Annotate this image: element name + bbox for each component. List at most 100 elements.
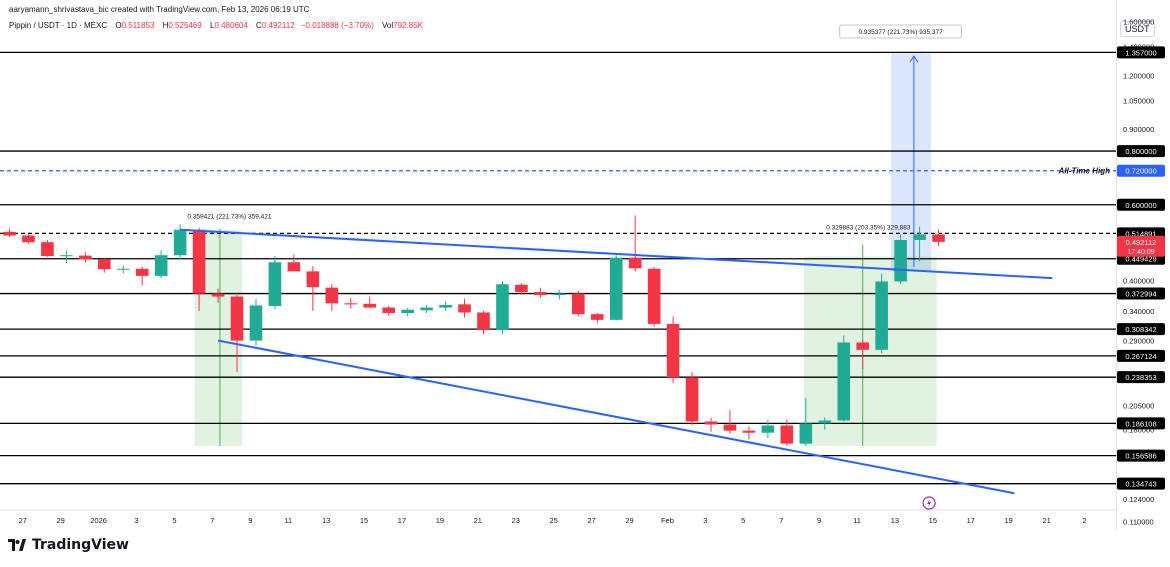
price-axis-divider <box>1116 0 1117 530</box>
ath-price-tag <box>1117 164 1165 177</box>
currency-unit-button[interactable]: USDT <box>1120 21 1155 37</box>
bar-countdown: 17:40:09 <box>1127 249 1154 256</box>
ath-price-label: 0.720000 <box>1125 167 1156 176</box>
candle-body <box>818 420 832 424</box>
symbol-label[interactable]: Pippin / USDT · 1D · MEXC <box>9 21 108 30</box>
lightning-icon <box>927 499 932 507</box>
candle-body <box>647 268 661 324</box>
candle-body <box>856 342 869 350</box>
candle-body <box>685 377 699 422</box>
x-tick-label: 13 <box>891 516 899 525</box>
y-tick-label: 0.110000 <box>1123 518 1154 527</box>
x-tick-label: 9 <box>817 516 821 525</box>
candle-body <box>666 323 680 378</box>
candle-body <box>932 234 945 242</box>
y-tick-label: 0.180000 <box>1123 426 1154 435</box>
current-price-label: 0.492112 <box>1126 238 1157 247</box>
high-value: 0.525469 <box>168 21 202 30</box>
ath-label: All-Time High <box>1058 167 1111 176</box>
x-tick-label: 7 <box>210 516 214 525</box>
tradingview-logo-icon <box>8 539 26 551</box>
x-tick-label: 23 <box>512 516 520 525</box>
y-tick-label: 0.340000 <box>1123 307 1154 316</box>
x-tick-label: 29 <box>625 516 633 525</box>
x-tick-label: 3 <box>703 516 707 525</box>
candle-body <box>154 255 168 276</box>
x-tick-label: 15 <box>929 516 937 525</box>
x-tick-label: 3 <box>134 516 138 525</box>
candle-body <box>401 309 414 314</box>
y-tick-label: 1.600000 <box>1123 18 1154 27</box>
y-tick-label: 0.900000 <box>1123 125 1154 134</box>
x-tick-label: 29 <box>57 516 65 525</box>
candle-body <box>458 304 471 313</box>
x-tick-label: 2 <box>1082 516 1086 525</box>
level-price-label: 0.600000 <box>1125 201 1156 210</box>
candle-body <box>496 284 509 330</box>
trendline <box>217 339 1015 495</box>
low-label: L <box>209 21 215 30</box>
x-tick-label: 21 <box>1042 516 1050 525</box>
level-price-label: 1.357000 <box>1125 48 1156 57</box>
tradingview-brand[interactable]: TradingView <box>8 537 129 553</box>
candle-body <box>572 293 585 315</box>
target-arrow-head-icon <box>909 55 919 63</box>
y-tick-label: 0.290000 <box>1123 337 1154 346</box>
level-price-tag <box>1117 477 1165 490</box>
candle-body <box>325 287 339 304</box>
level-price-tag <box>1117 371 1165 384</box>
candle-body <box>628 257 642 269</box>
volume-value: 792.85K <box>393 21 423 30</box>
y-tick-label: 1.050000 <box>1123 96 1154 105</box>
candle-body <box>344 303 358 305</box>
x-tick-label: 5 <box>172 516 176 525</box>
candle-body <box>704 421 718 425</box>
x-tick-label: 27 <box>587 516 595 525</box>
x-tick-label: 17 <box>967 516 975 525</box>
level-price-label: 0.238353 <box>1125 373 1156 382</box>
candle-body <box>98 259 111 270</box>
candle-body <box>590 314 604 320</box>
level-price-label: 0.800000 <box>1125 147 1156 156</box>
y-tick-label: 0.205000 <box>1123 401 1154 410</box>
open-value: 0.511853 <box>121 21 155 30</box>
x-tick-label: 15 <box>360 516 368 525</box>
x-tick-label: 19 <box>436 516 444 525</box>
high-label: H <box>162 21 169 30</box>
close-label: C <box>256 21 262 30</box>
x-tick-label: 2026 <box>90 516 107 525</box>
candle-body <box>837 342 851 421</box>
candle-body <box>723 424 737 431</box>
volume-label: Vol <box>382 21 394 30</box>
measure-label: 0.329883 (203.35%) 329,883 <box>826 225 911 232</box>
measure-box-feb <box>803 256 937 446</box>
x-tick-label: 21 <box>474 516 482 525</box>
candle-body <box>420 307 433 311</box>
attribution-text: aaryamann_shrivastava_bic created with T… <box>9 5 310 14</box>
event-marker-icon <box>922 496 936 510</box>
level-price-label: 0.372994 <box>1125 290 1156 299</box>
x-tick-label: 19 <box>1005 516 1013 525</box>
candle-body <box>3 231 16 236</box>
y-tick-label: 1.400000 <box>1123 43 1154 52</box>
x-tick-label: 11 <box>284 516 292 525</box>
level-price-tag <box>1117 287 1165 300</box>
level-price-tag <box>1117 198 1165 211</box>
candle-body <box>477 312 490 330</box>
candle-body <box>742 430 756 433</box>
candle-body <box>249 305 263 341</box>
measure-label-box <box>839 24 962 39</box>
current-price-tag <box>1117 235 1165 257</box>
candle-body <box>230 296 244 341</box>
candle-body <box>894 239 907 282</box>
low-value: 0.480604 <box>214 21 248 30</box>
y-tick-label: 1.200000 <box>1123 71 1154 80</box>
candle-body <box>913 234 926 240</box>
level-price-label: 0.308342 <box>1125 325 1156 334</box>
level-price-tag <box>1117 46 1165 59</box>
candle-body <box>761 425 775 433</box>
x-tick-label: 27 <box>19 516 27 525</box>
candle-body <box>287 262 301 272</box>
level-price-tag <box>1117 323 1165 336</box>
